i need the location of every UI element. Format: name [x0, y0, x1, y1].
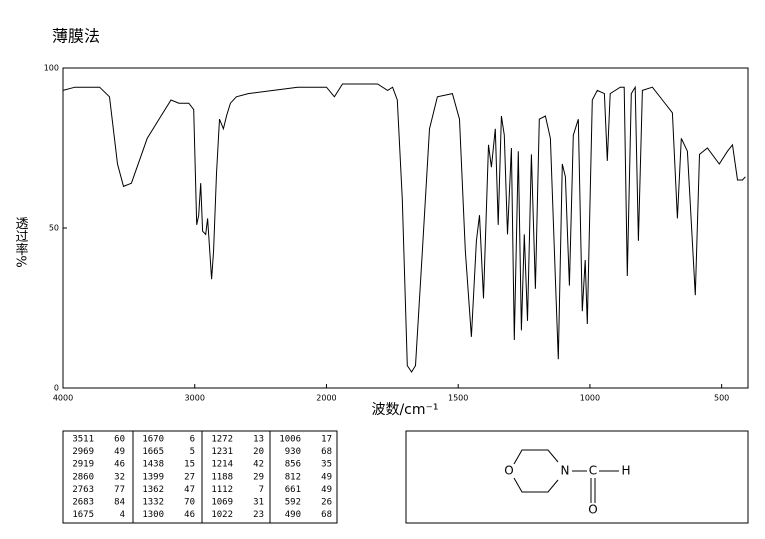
wavenumber-cell: 1069	[211, 498, 233, 508]
wavenumber-cell: 812	[285, 472, 301, 482]
transmittance-cell: 20	[253, 447, 264, 457]
transmittance-cell: 49	[321, 485, 332, 495]
transmittance-cell: 7	[259, 485, 264, 495]
wavenumber-cell: 856	[285, 460, 301, 470]
transmittance-cell: 60	[114, 435, 125, 445]
transmittance-cell: 32	[114, 472, 125, 482]
transmittance-cell: 26	[321, 498, 332, 508]
y-tick-label: 100	[44, 64, 59, 73]
structure-frame	[405, 430, 749, 524]
atom-label: O	[504, 464, 513, 478]
wavenumber-cell: 930	[285, 447, 301, 457]
x-tick-label: 500	[714, 394, 729, 403]
wavenumber-cell: 2969	[72, 447, 94, 457]
y-axis-label: 透过率%	[13, 216, 29, 267]
transmittance-cell: 70	[184, 498, 195, 508]
x-tick-label: 2000	[316, 394, 336, 403]
transmittance-cell: 68	[321, 510, 332, 520]
spectrum-line	[62, 83, 746, 373]
wavenumber-cell: 490	[285, 510, 301, 520]
transmittance-cell: 46	[114, 460, 125, 470]
transmittance-cell: 46	[184, 510, 195, 520]
wavenumber-cell: 2763	[72, 485, 94, 495]
x-tick-label: 1000	[580, 394, 600, 403]
wavenumber-cell: 1112	[211, 485, 233, 495]
wavenumber-cell: 592	[285, 498, 301, 508]
wavenumber-cell: 1675	[72, 510, 94, 520]
y-tick-label: 0	[54, 384, 59, 393]
wavenumber-cell: 1665	[142, 447, 164, 457]
transmittance-cell: 27	[184, 472, 195, 482]
transmittance-cell: 68	[321, 447, 332, 457]
wavenumber-cell: 1300	[142, 510, 164, 520]
wavenumber-cell: 1006	[279, 435, 301, 445]
atom-label: C	[589, 464, 597, 478]
transmittance-cell: 49	[321, 472, 332, 482]
wavenumber-cell: 2683	[72, 498, 94, 508]
wavenumber-cell: 1332	[142, 498, 164, 508]
atom-label: O	[588, 503, 597, 517]
wavenumber-cell: 1362	[142, 485, 164, 495]
wavenumber-cell: 1399	[142, 472, 164, 482]
transmittance-cell: 29	[253, 472, 264, 482]
transmittance-cell: 15	[184, 460, 195, 470]
chart-title: 薄膜法	[52, 27, 100, 46]
wavenumber-cell: 1231	[211, 447, 233, 457]
transmittance-cell: 31	[253, 498, 264, 508]
x-axis-label: 波数/cm⁻¹	[371, 402, 438, 418]
wavenumber-cell: 1438	[142, 460, 164, 470]
atom-label: N	[561, 464, 570, 478]
structure-bonds	[513, 449, 619, 503]
wavenumber-cell: 1272	[211, 435, 233, 445]
wavenumber-cell: 1022	[211, 510, 233, 520]
transmittance-cell: 17	[321, 435, 332, 445]
x-tick-label: 3000	[185, 394, 205, 403]
transmittance-cell: 47	[184, 485, 195, 495]
transmittance-cell: 77	[114, 485, 125, 495]
atom-label: H	[621, 464, 630, 478]
wavenumber-cell: 1670	[142, 435, 164, 445]
wavenumber-cell: 1214	[211, 460, 233, 470]
transmittance-cell: 23	[253, 510, 264, 520]
peak-table-frame	[62, 430, 338, 524]
wavenumber-cell: 661	[285, 485, 301, 495]
x-tick-label: 4000	[53, 394, 73, 403]
transmittance-cell: 4	[120, 510, 125, 520]
wavenumber-cell: 1188	[211, 472, 233, 482]
y-tick-label: 50	[49, 224, 59, 233]
wavenumber-cell: 2919	[72, 460, 94, 470]
transmittance-cell: 49	[114, 447, 125, 457]
wavenumber-cell: 3511	[72, 435, 94, 445]
transmittance-cell: 5	[190, 447, 195, 457]
wavenumber-cell: 2860	[72, 472, 94, 482]
transmittance-cell: 6	[190, 435, 195, 445]
transmittance-cell: 84	[114, 498, 125, 508]
plot-frame	[62, 67, 749, 389]
x-tick-label: 1500	[448, 394, 468, 403]
transmittance-cell: 42	[253, 460, 264, 470]
transmittance-cell: 35	[321, 460, 332, 470]
transmittance-cell: 13	[253, 435, 264, 445]
